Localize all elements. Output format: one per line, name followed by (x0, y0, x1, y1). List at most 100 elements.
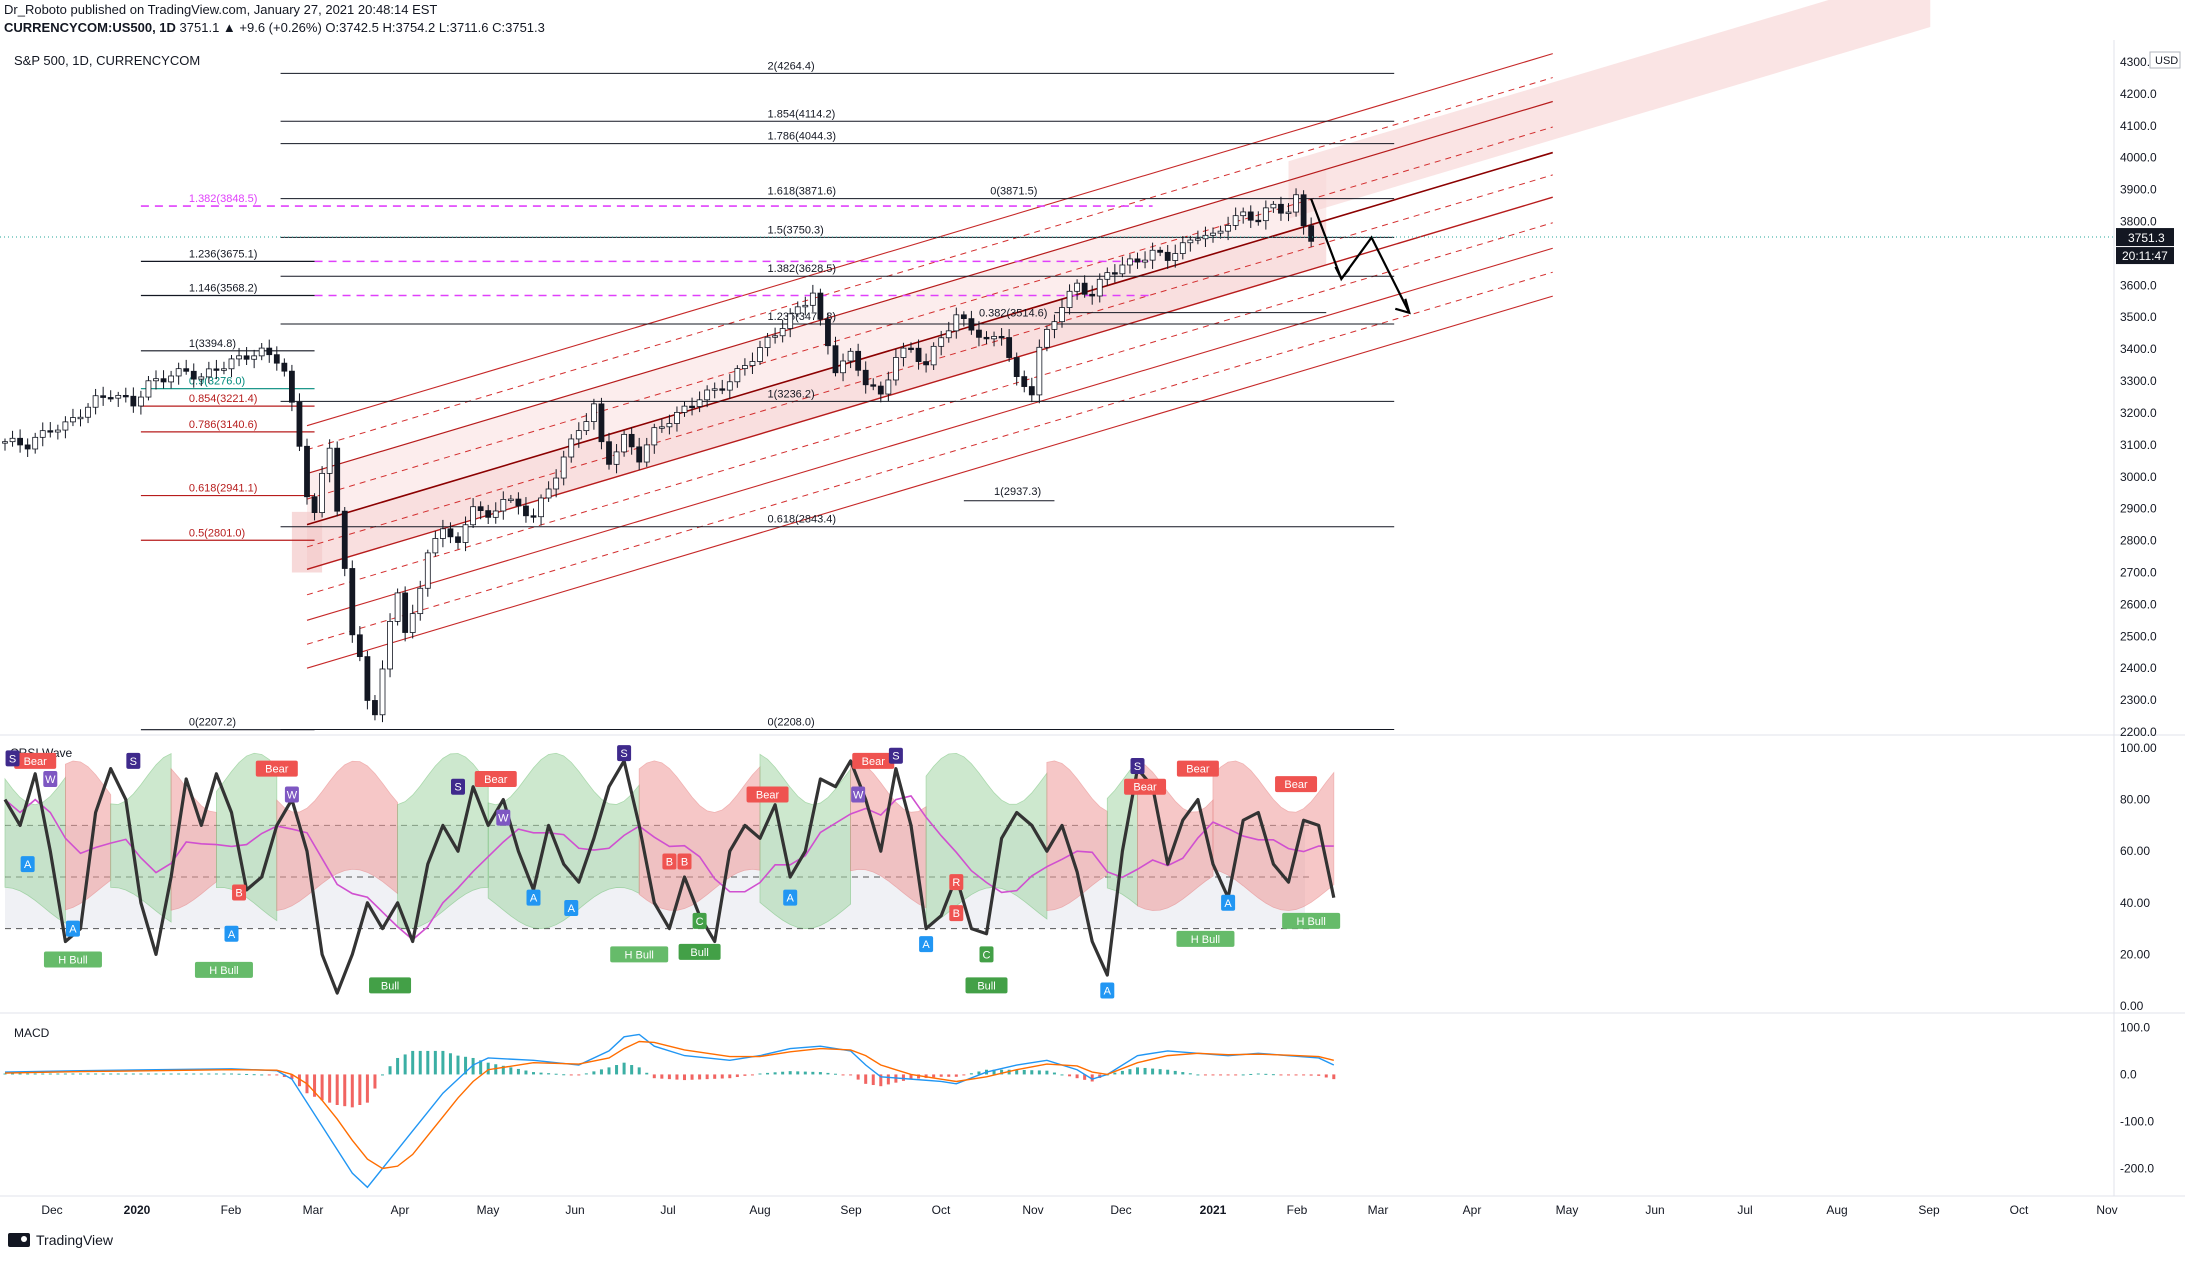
macd-histogram-bar (886, 1074, 890, 1085)
macd-histogram-bar (1060, 1074, 1064, 1076)
rsi-bull-cloud (110, 752, 172, 923)
candle-body (742, 365, 748, 370)
tradingview-logo[interactable]: TradingView (8, 1232, 113, 1248)
rsi-signal-badge (474, 770, 517, 787)
rsi-signal-badge (851, 786, 866, 803)
candle-body (575, 430, 582, 440)
macd-histogram-bar (1309, 1074, 1313, 1076)
candle-body (606, 441, 612, 465)
time-axis-label: May (1556, 1203, 1579, 1217)
rsi-signal-label: C (983, 949, 991, 961)
price-tick-label: 2200.0 (2120, 725, 2157, 739)
rsi-signal-label: Bull (690, 947, 708, 959)
candle-body (560, 456, 567, 479)
rsi-signal-badge (284, 786, 299, 803)
candle-body (1036, 346, 1043, 396)
candle-body (356, 634, 363, 658)
symbol-line: CURRENCYCOM:US500, 1D 3751.1 ▲ +9.6 (+0.… (4, 20, 545, 35)
candle-body (1293, 194, 1299, 213)
candle-body (591, 403, 597, 423)
macd-histogram-bar (418, 1050, 422, 1075)
macd-histogram-bar (849, 1074, 853, 1076)
macd-histogram-bar (1083, 1074, 1087, 1080)
candle-body (1202, 234, 1209, 240)
time-axis-label: Jun (1645, 1203, 1664, 1217)
candle-body (439, 528, 446, 539)
candle-body (1240, 211, 1247, 217)
macd-histogram-bar (1188, 1073, 1192, 1075)
candle-body (1111, 272, 1118, 275)
macd-histogram-bar (441, 1050, 445, 1075)
macd-histogram-bar (116, 1073, 120, 1075)
channel-dashed-line (306, 222, 1553, 596)
candle-body (847, 350, 854, 362)
candle-body (779, 328, 786, 337)
candle-body (636, 446, 643, 463)
rsi-signal-badge (919, 936, 934, 953)
macd-histogram-bar (109, 1073, 113, 1075)
macd-histogram-bar (1151, 1068, 1155, 1075)
rsi-signal-badge (965, 977, 1008, 994)
macd-histogram-bar (856, 1074, 860, 1080)
macd-histogram-bar (841, 1074, 845, 1076)
macd-histogram-bar (501, 1065, 505, 1075)
rsi-tick-label: 100.00 (2120, 741, 2157, 755)
candle-body (364, 656, 371, 701)
rsi-signal-label: W (45, 774, 56, 786)
rsi-signal-badge (194, 961, 253, 978)
price-tick-label: 2400.0 (2120, 661, 2157, 675)
macd-histogram-bar (1120, 1070, 1124, 1075)
candle-body (145, 380, 152, 398)
macd-histogram-bar (1136, 1067, 1139, 1075)
candle-body (538, 497, 544, 518)
rsi-signal-label: Bear (862, 756, 886, 768)
macd-histogram-bar (622, 1062, 626, 1075)
candle-body (666, 423, 673, 428)
rsi-signal-badge (979, 946, 994, 963)
time-axis-label: Sep (1918, 1203, 1940, 1217)
candle-body (674, 411, 680, 424)
macd-histogram-bar (471, 1057, 475, 1075)
macd-histogram-bar (154, 1073, 158, 1075)
candle-body (870, 384, 877, 387)
channel-outer-lower-line (306, 247, 1553, 621)
macd-histogram-bar (1302, 1074, 1306, 1076)
candle-body (1270, 203, 1277, 209)
macd-histogram-bar (381, 1074, 384, 1076)
publisher-line: Dr_Roboto published on TradingView.com, … (4, 2, 438, 17)
macd-histogram-bar (207, 1073, 211, 1075)
price-tick-label: 2600.0 (2120, 597, 2157, 611)
rsi-signal-label: A (24, 859, 32, 871)
macd-histogram-bar (1015, 1069, 1019, 1075)
fib-label-left: 0.854(3221.4) (189, 393, 258, 405)
macd-histogram-bar (275, 1074, 279, 1076)
candle-body (236, 355, 242, 360)
macd-histogram-bar (569, 1074, 573, 1076)
channel-dashed-line (306, 126, 1553, 500)
time-axis-label: Feb (221, 1203, 242, 1217)
macd-histogram-bar (834, 1073, 837, 1075)
candle-body (726, 381, 733, 391)
macd-histogram-bar (290, 1074, 294, 1080)
price-tick-label: 3800.0 (2120, 215, 2157, 229)
time-axis-label: Aug (1826, 1203, 1847, 1217)
fib-label-mid: 1.854(4114.2) (768, 108, 836, 120)
candle-body (960, 314, 967, 320)
time-axis-label: Nov (2096, 1203, 2117, 1217)
price-tick-label: 4000.0 (2120, 151, 2157, 165)
candle-body (862, 369, 869, 386)
candle-body (1262, 207, 1269, 222)
rsi-signal-badge (1100, 982, 1115, 999)
rsi-signal-label: S (130, 756, 137, 768)
candle-body (1179, 242, 1186, 254)
candle-body (1217, 230, 1224, 234)
macd-histogram-bar (766, 1072, 770, 1075)
price-tick-label: 3300.0 (2120, 374, 2157, 388)
macd-histogram-bar (297, 1074, 301, 1087)
candle-body (1013, 357, 1020, 377)
time-axis-label: Oct (932, 1203, 951, 1217)
candle-body (1149, 249, 1156, 261)
macd-histogram-bar (992, 1069, 996, 1075)
